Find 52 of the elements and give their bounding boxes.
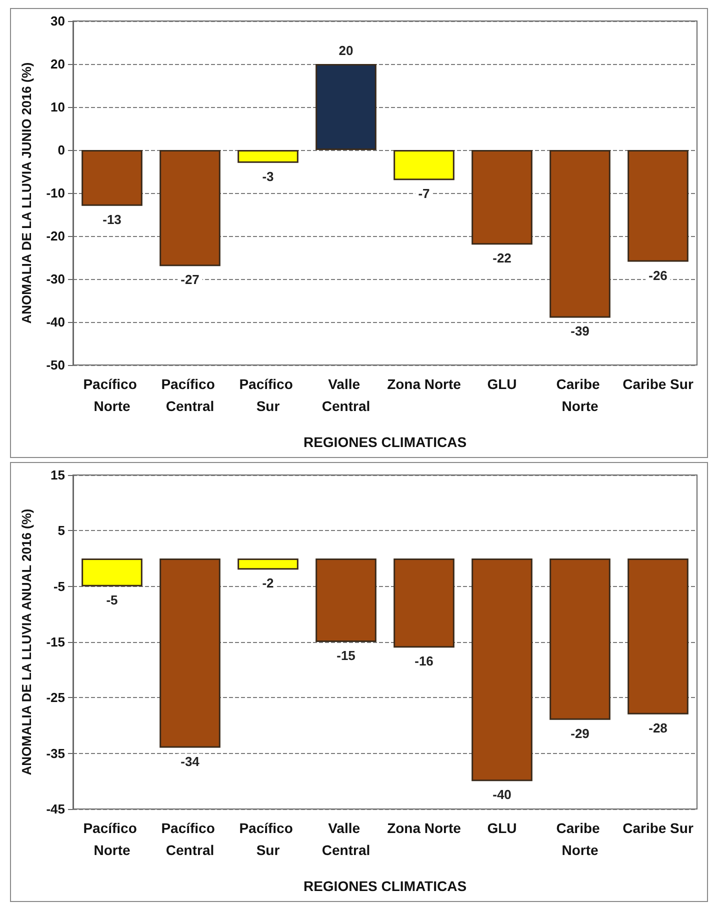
x-tick-label: Caribe Norte: [556, 376, 604, 414]
y-axis-title: ANOMALIA DE LA LLUVIA ANUAL 2016 (%): [19, 508, 34, 776]
y-tick-label: -45: [46, 802, 65, 816]
x-tick-label: GLU: [487, 376, 517, 392]
y-tick-label: -5: [53, 578, 65, 594]
x-tick-label: Pacífico Norte: [83, 820, 141, 858]
data-label: -3: [262, 168, 274, 184]
x-tick-label: Caribe Sur: [622, 820, 694, 836]
y-tick-label: -30: [46, 272, 65, 286]
x-axis-title: REGIONES CLIMATICAS: [303, 878, 467, 894]
x-tick-label: GLU: [487, 820, 517, 836]
y-tick-label: 0: [58, 142, 65, 158]
y-tick-label: 20: [50, 56, 65, 72]
x-axis-title: REGIONES CLIMATICAS: [303, 434, 467, 450]
data-label: -5: [106, 592, 118, 608]
data-label: -26: [648, 268, 668, 283]
y-tick-label: -50: [46, 358, 65, 372]
x-tick-label: Zona Norte: [387, 376, 462, 392]
x-tick-label: Pacífico Sur: [239, 820, 297, 858]
x-tick-label: Pacífico Central: [161, 820, 219, 858]
x-tick-label: Caribe Sur: [622, 376, 694, 392]
data-label: -15: [336, 648, 356, 663]
data-label: -7: [418, 186, 430, 202]
y-tick-label: 15: [50, 468, 65, 482]
y-tick-label: -40: [46, 314, 65, 330]
data-label: -22: [492, 250, 512, 266]
x-tick-label: Zona Norte: [387, 820, 462, 836]
data-label: -29: [570, 726, 590, 741]
x-tick-label: Pacífico Norte: [83, 376, 141, 414]
data-label: -2: [262, 576, 274, 591]
data-label: -39: [570, 324, 590, 339]
data-label: -16: [414, 654, 434, 669]
x-tick-label: Pacífico Sur: [239, 376, 297, 414]
data-label: -34: [180, 754, 200, 769]
y-tick-label: -10: [46, 186, 65, 200]
x-tick-label: Valle Central: [322, 820, 370, 858]
y-tick-label: -35: [46, 746, 65, 761]
x-tick-label: Pacífico Central: [161, 376, 219, 414]
x-tick-label: Caribe Norte: [556, 820, 604, 858]
y-tick-label: 5: [58, 523, 65, 538]
y-tick-label: 30: [50, 14, 65, 28]
data-label: 20: [338, 43, 354, 58]
y-tick-label: 10: [50, 100, 65, 114]
y-tick-label: -15: [46, 634, 65, 650]
data-label: -28: [648, 720, 668, 736]
y-tick-label: -20: [46, 228, 65, 244]
data-label: -40: [492, 787, 512, 802]
y-axis-title: ANOMALIA DE LA LLUVIA JUNIO 2016 (%): [19, 62, 34, 324]
x-tick-label: Valle Central: [322, 376, 370, 414]
data-label: -27: [180, 272, 200, 288]
data-label: -13: [102, 212, 122, 227]
y-tick-label: -25: [46, 690, 65, 706]
